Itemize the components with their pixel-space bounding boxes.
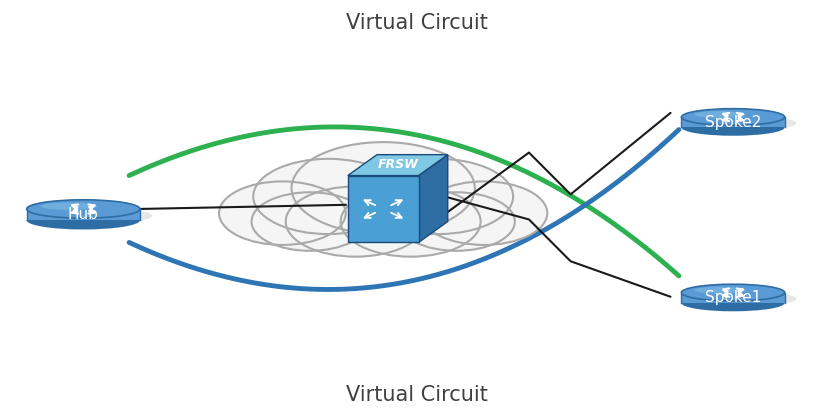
Ellipse shape (681, 284, 785, 301)
Circle shape (253, 159, 403, 234)
Text: Spoke2: Spoke2 (705, 115, 761, 130)
Text: Virtual Circuit: Virtual Circuit (346, 385, 487, 405)
Circle shape (252, 192, 368, 251)
Circle shape (292, 142, 475, 234)
Ellipse shape (681, 295, 785, 311)
Ellipse shape (681, 109, 785, 125)
Ellipse shape (683, 116, 796, 131)
Circle shape (398, 192, 515, 251)
Ellipse shape (695, 111, 746, 118)
FancyBboxPatch shape (681, 117, 785, 127)
Ellipse shape (27, 207, 152, 224)
Ellipse shape (27, 200, 140, 218)
Circle shape (341, 186, 481, 257)
Circle shape (421, 181, 547, 245)
Ellipse shape (27, 211, 140, 229)
FancyBboxPatch shape (681, 293, 785, 303)
FancyBboxPatch shape (27, 209, 140, 220)
Text: Spoke1: Spoke1 (705, 290, 761, 305)
Circle shape (219, 181, 346, 245)
Text: Hub: Hub (67, 207, 99, 222)
Ellipse shape (695, 287, 746, 293)
Circle shape (363, 159, 513, 234)
Ellipse shape (681, 119, 785, 136)
Ellipse shape (41, 203, 97, 210)
Text: Virtual Circuit: Virtual Circuit (346, 13, 487, 33)
Polygon shape (419, 155, 448, 242)
Ellipse shape (683, 291, 796, 306)
Text: FRSW: FRSW (377, 158, 418, 171)
Polygon shape (348, 176, 419, 242)
Polygon shape (348, 155, 448, 176)
Circle shape (286, 186, 426, 257)
